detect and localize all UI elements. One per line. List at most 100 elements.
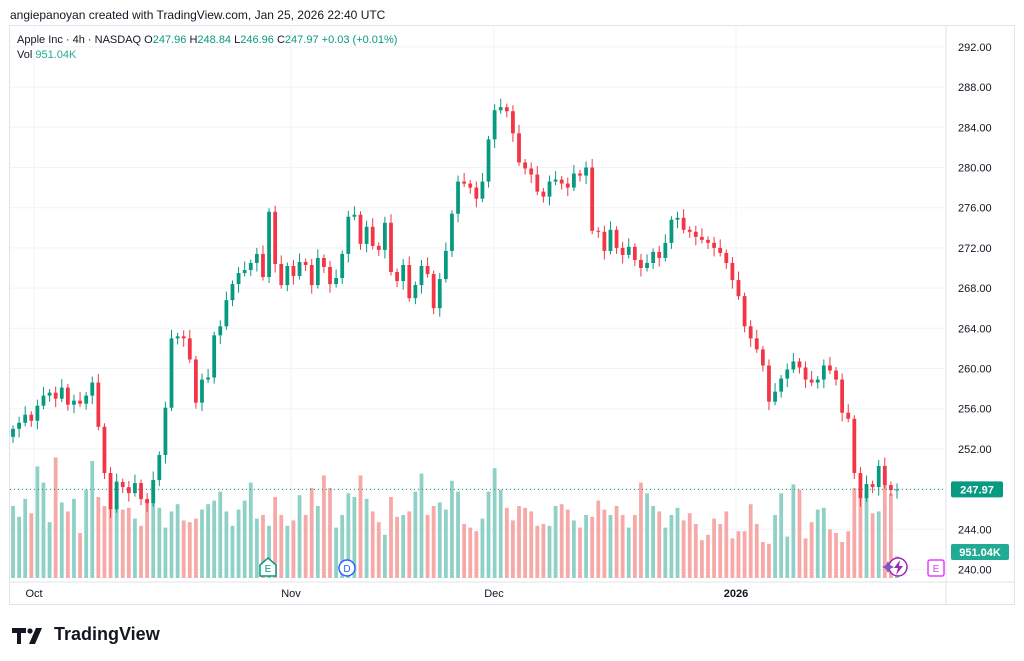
candle-body <box>779 378 784 392</box>
volume-bar <box>181 520 186 578</box>
open-value: 247.96 <box>152 34 187 46</box>
volume-bar <box>328 488 332 578</box>
volume-bar <box>596 500 601 578</box>
volume-bar <box>712 518 716 578</box>
candle-body <box>322 257 326 267</box>
candle-body <box>803 367 808 380</box>
volume-bar <box>407 511 412 578</box>
volume-bar <box>120 509 125 578</box>
candle-body <box>383 222 387 250</box>
high-value: 248.84 <box>197 34 232 46</box>
candle-body <box>443 250 448 280</box>
candle-body <box>126 487 131 494</box>
volume-bar <box>114 480 119 578</box>
candle-body <box>364 226 369 244</box>
volume-bar <box>419 473 424 578</box>
candle-body <box>370 226 375 246</box>
high-label: H <box>189 34 198 46</box>
volume-bar <box>35 466 40 578</box>
event-marker-label: E <box>933 564 940 575</box>
volume-bar <box>309 488 314 578</box>
volume-bar <box>102 506 107 578</box>
volume-bar <box>108 507 113 578</box>
volume-bar <box>504 507 509 578</box>
candle-body <box>724 252 729 263</box>
candle-body <box>645 262 649 268</box>
candle-body <box>608 229 613 251</box>
candle-body <box>157 454 162 481</box>
candle-body <box>651 251 656 263</box>
candle-body <box>17 422 21 429</box>
volume-bar <box>133 518 137 578</box>
candle-body <box>535 174 540 192</box>
candle-body <box>529 168 534 175</box>
candle-body <box>712 242 716 248</box>
volume-bar <box>773 515 777 578</box>
earnings-marker <box>927 559 945 577</box>
close-label: C <box>276 34 285 46</box>
candle-body <box>334 278 339 285</box>
last-price-badge <box>951 481 1003 498</box>
volume-bar <box>754 524 759 578</box>
volume-bar <box>584 515 588 578</box>
candle-body <box>200 379 204 403</box>
candle-body <box>730 262 735 281</box>
volume-bar <box>767 543 771 578</box>
volume-bar <box>681 520 686 578</box>
volume-bar <box>218 491 223 578</box>
candle-body <box>139 483 143 500</box>
low-value: 246.96 <box>240 34 274 46</box>
volume-bar <box>322 475 326 578</box>
chart-frame[interactable] <box>9 25 1015 605</box>
candle-body <box>870 484 875 488</box>
volume-bar <box>797 489 802 578</box>
volume-bar <box>700 540 704 578</box>
candle-body <box>84 395 89 404</box>
candle-body <box>328 266 332 285</box>
candle-body <box>35 405 40 421</box>
volume-bars <box>11 457 899 578</box>
volume-bar <box>706 534 710 578</box>
volume-bar <box>303 515 308 578</box>
candle-body <box>559 179 564 184</box>
volume-bar <box>736 531 741 578</box>
volume-bar <box>139 525 143 578</box>
volume-bar <box>59 502 64 578</box>
symbol-legend: Apple Inc · 4h · NASDAQ O247.96 H248.84 … <box>17 33 397 63</box>
volume-bar <box>553 506 558 578</box>
candle-body <box>395 272 399 282</box>
volume-bar <box>346 493 351 578</box>
change-value: +0.03 (+0.01%) <box>321 34 398 46</box>
candle-body <box>700 236 704 240</box>
candle-body <box>675 217 680 220</box>
volume-bar <box>559 504 564 578</box>
candle-body <box>773 391 777 402</box>
candle-body <box>840 379 845 413</box>
volume-bar <box>443 509 448 578</box>
price-tick-label: 288.00 <box>958 82 992 94</box>
candle-body <box>626 246 631 255</box>
candles <box>10 98 945 518</box>
candle-body <box>163 407 168 455</box>
price-tick-label: 268.00 <box>958 283 992 295</box>
candle-body <box>297 261 302 277</box>
candle-body <box>431 274 436 309</box>
candle-body <box>291 265 296 277</box>
volume-bar <box>590 516 595 578</box>
candle-body <box>65 387 70 405</box>
candle-body <box>882 465 887 486</box>
candle-body <box>492 110 497 140</box>
time-axis: Oct Nov Dec 2026 <box>9 581 1015 600</box>
candle-body <box>504 107 509 112</box>
candle-body <box>72 400 76 405</box>
candle-body <box>78 400 82 404</box>
candle-body <box>590 167 595 231</box>
volume-bar <box>724 511 729 578</box>
candle-body <box>47 392 52 396</box>
candle-body <box>718 247 723 253</box>
volume-bar <box>285 525 290 578</box>
candle-body <box>236 273 241 285</box>
tradingview-logo[interactable]: TradingView <box>12 624 160 645</box>
volume-bar <box>852 488 857 578</box>
